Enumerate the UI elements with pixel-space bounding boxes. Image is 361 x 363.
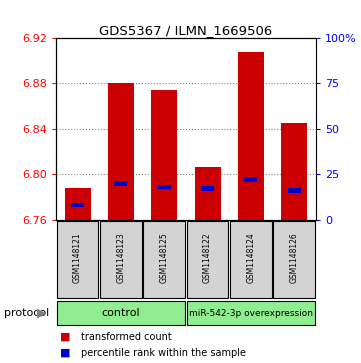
Bar: [114, 181, 127, 185]
Bar: [158, 185, 171, 189]
Text: GSM1148121: GSM1148121: [73, 233, 82, 283]
Bar: [57, 221, 99, 298]
Text: protocol: protocol: [4, 308, 49, 318]
Bar: [281, 123, 307, 220]
Bar: [57, 301, 184, 325]
Text: percentile rank within the sample: percentile rank within the sample: [81, 348, 246, 358]
Bar: [100, 221, 142, 298]
Text: ■: ■: [60, 348, 70, 358]
Bar: [187, 301, 314, 325]
Text: ▶: ▶: [37, 307, 46, 319]
Bar: [187, 221, 229, 298]
Bar: [151, 90, 177, 220]
Bar: [201, 187, 214, 191]
Bar: [230, 221, 272, 298]
Bar: [195, 167, 221, 220]
Bar: [143, 221, 185, 298]
Bar: [108, 83, 134, 220]
Text: GSM1148126: GSM1148126: [290, 233, 299, 284]
Bar: [65, 188, 91, 220]
Text: GSM1148125: GSM1148125: [160, 233, 169, 284]
Title: GDS5367 / ILMN_1669506: GDS5367 / ILMN_1669506: [99, 24, 273, 37]
Text: ■: ■: [60, 332, 70, 342]
Bar: [238, 52, 264, 220]
Bar: [288, 188, 301, 193]
Text: GSM1148122: GSM1148122: [203, 233, 212, 283]
Text: transformed count: transformed count: [81, 332, 172, 342]
Text: control: control: [102, 308, 140, 318]
Bar: [273, 221, 315, 298]
Bar: [71, 203, 84, 207]
Text: miR-542-3p overexpression: miR-542-3p overexpression: [189, 309, 313, 318]
Text: GSM1148123: GSM1148123: [117, 233, 125, 284]
Text: GSM1148124: GSM1148124: [247, 233, 255, 284]
Bar: [244, 178, 257, 182]
